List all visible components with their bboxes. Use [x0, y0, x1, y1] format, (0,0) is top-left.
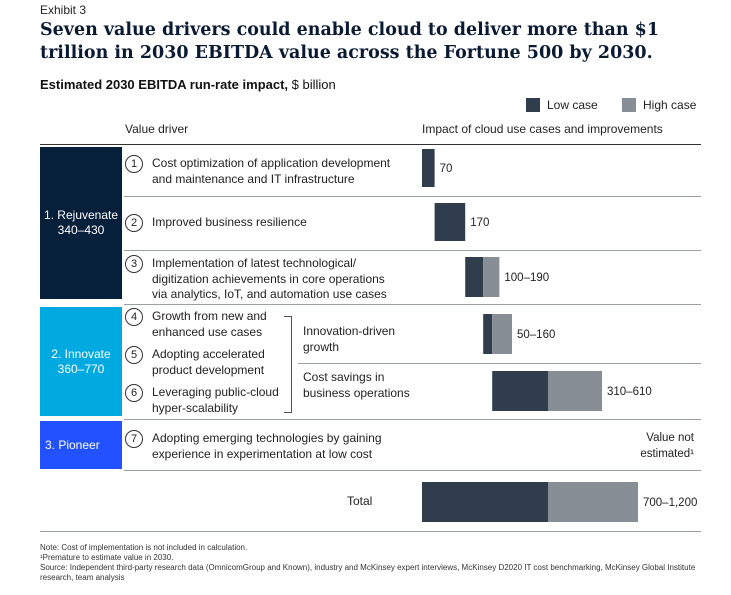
not-estimated-label: Value not estimated¹	[640, 432, 694, 460]
legend-low-case: Low case	[526, 98, 598, 112]
driver-1-number: 1	[125, 155, 143, 173]
driver-1-text: Cost optimization of application develop…	[152, 156, 391, 186]
group-rejuvenate-name: 1. Rejuvenate	[43, 208, 119, 222]
bar-high-3	[483, 257, 500, 297]
driver-2-text: Improved business resilience	[152, 215, 307, 229]
driver-6-number: 6	[125, 384, 143, 402]
subgroup-innovation-growth: Innovation-driven growth	[303, 324, 396, 354]
driver-6-text: Leveraging public-cloud hyper-scalabilit…	[152, 385, 279, 415]
data-label-1: 70	[440, 163, 453, 175]
row-divider	[298, 363, 701, 364]
bar-high-4	[492, 314, 512, 354]
exhibit-label: Exhibit 3	[40, 3, 87, 17]
driver-5-text: Adopting accelerated product development	[152, 347, 265, 377]
group-innovate: 2. Innovate 360–770	[40, 307, 122, 416]
group-innovate-range: 360–770	[57, 361, 105, 376]
row-divider	[124, 250, 701, 251]
group-pioneer-name: 3. Pioneer	[45, 437, 100, 452]
bar-low-3	[465, 257, 484, 297]
subgroup-cost-savings: Cost savings in business operations	[303, 370, 410, 400]
data-label-2: 170	[470, 217, 489, 229]
bar-low-1	[422, 149, 435, 187]
driver-3-number: 3	[125, 255, 143, 273]
subtitle-unit: $ billion	[288, 77, 336, 92]
data-label-4: 50–160	[517, 329, 555, 341]
data-label-5: 310–610	[607, 386, 652, 398]
bar-low-6	[422, 482, 548, 522]
group-innovate-name: 2. Innovate	[51, 346, 111, 361]
bar-low-2	[434, 203, 466, 241]
bar-low-5	[492, 371, 548, 411]
bar-low-4	[483, 314, 493, 354]
total-label: Total	[347, 494, 373, 508]
row-divider	[124, 196, 701, 197]
legend-high-case: High case	[622, 98, 696, 112]
driver-7-number: 7	[125, 430, 143, 448]
driver-2-number: 2	[125, 214, 143, 232]
data-label-6: 700–1,200	[643, 497, 697, 509]
row-divider	[124, 304, 701, 305]
group-pioneer: 3. Pioneer	[40, 421, 122, 469]
data-label-3: 100–190	[504, 272, 549, 284]
driver-5-number: 5	[125, 346, 143, 364]
column-header-driver: Value driver	[125, 122, 189, 136]
driver-4-text: Growth from new and enhanced use cases	[152, 309, 267, 339]
column-header-impact: Impact of cloud use cases and improvemen…	[422, 122, 663, 136]
legend-high-swatch	[622, 98, 636, 112]
row-divider	[124, 470, 701, 471]
footnote-source: Source: Independent third-party research…	[40, 563, 696, 582]
row-divider	[124, 419, 701, 420]
bar-high-6	[548, 482, 638, 522]
legend-low-swatch	[526, 98, 540, 112]
driver-4-number: 4	[125, 308, 143, 326]
row-divider	[40, 531, 701, 532]
driver-7-text: Adopting emerging technologies by gainin…	[152, 431, 382, 461]
driver-3-text: Implementation of latest technological/ …	[152, 256, 387, 301]
footnote-premature: ¹Premature to estimate value in 2030.	[40, 553, 174, 562]
subtitle-main: Estimated 2030 EBITDA run-rate impact,	[40, 77, 289, 92]
header-divider	[40, 144, 701, 145]
footnote-note: Note: Cost of implementation is not incl…	[40, 543, 248, 552]
innovate-bracket	[284, 316, 292, 413]
bar-high-5	[548, 371, 602, 411]
chart-title: Seven value drivers could enable cloud t…	[40, 20, 660, 63]
legend-high-label: High case	[643, 98, 697, 112]
group-rejuvenate: 1. Rejuvenate 340–430	[40, 147, 122, 299]
legend-low-label: Low case	[547, 98, 598, 112]
chart-subtitle: Estimated 2030 EBITDA run-rate impact, $…	[40, 77, 336, 92]
group-rejuvenate-range: 340–430	[57, 223, 105, 237]
